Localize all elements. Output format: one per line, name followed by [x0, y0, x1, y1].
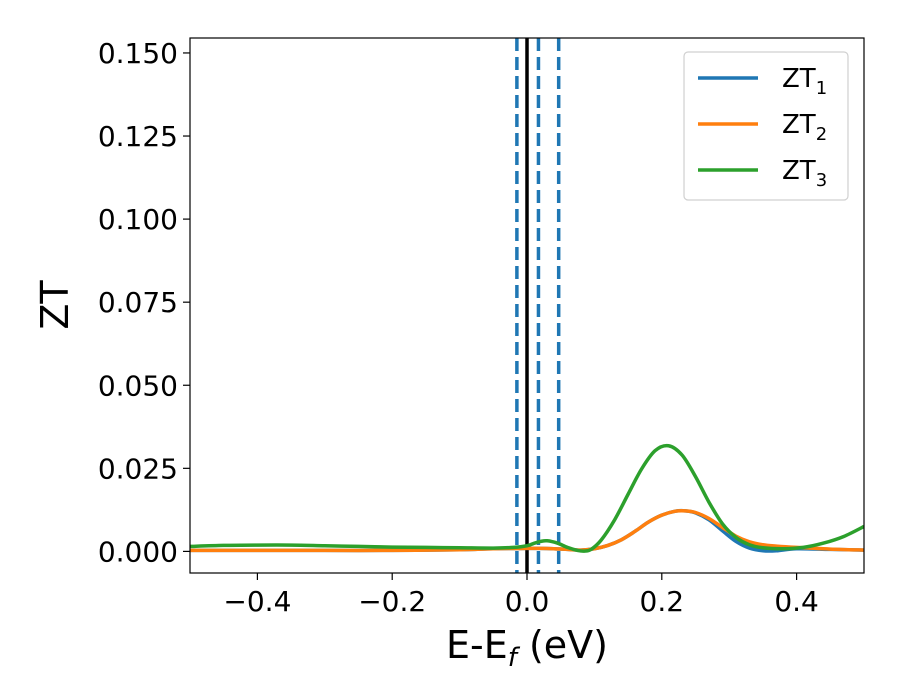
y-tick-label: 0.125 [98, 120, 178, 153]
legend-label-zt1: ZT1 [782, 64, 827, 99]
y-tick-label: 0.050 [98, 369, 178, 402]
x-tick-label: 0.0 [505, 585, 550, 618]
y-tick-label: 0.150 [98, 37, 178, 70]
x-tick-label: −0.4 [223, 585, 291, 618]
y-axis-label: ZT [33, 280, 77, 330]
x-axis: −0.4 −0.2 0.0 0.2 0.4 [223, 573, 819, 618]
y-tick-label: 0.025 [98, 452, 178, 485]
x-tick-label: 0.4 [774, 585, 819, 618]
y-axis: 0.000 0.025 0.050 0.075 0.100 0.125 0.150 [98, 37, 190, 568]
y-tick-label: 0.000 [98, 535, 178, 568]
y-tick-label: 0.075 [98, 286, 178, 319]
legend-label-zt3: ZT3 [782, 156, 827, 191]
x-tick-label: −0.2 [358, 585, 426, 618]
legend: ZT1 ZT2 ZT3 [683, 51, 849, 201]
series-line-zt3 [190, 443, 864, 553]
legend-label-zt2: ZT2 [782, 110, 827, 145]
legend-frame [683, 51, 849, 201]
x-axis-label: E-Ef (eV) [446, 623, 608, 673]
vertical-lines [515, 38, 561, 573]
series-lines [190, 443, 864, 553]
x-tick-label: 0.2 [640, 585, 685, 618]
y-tick-label: 0.100 [98, 203, 178, 236]
